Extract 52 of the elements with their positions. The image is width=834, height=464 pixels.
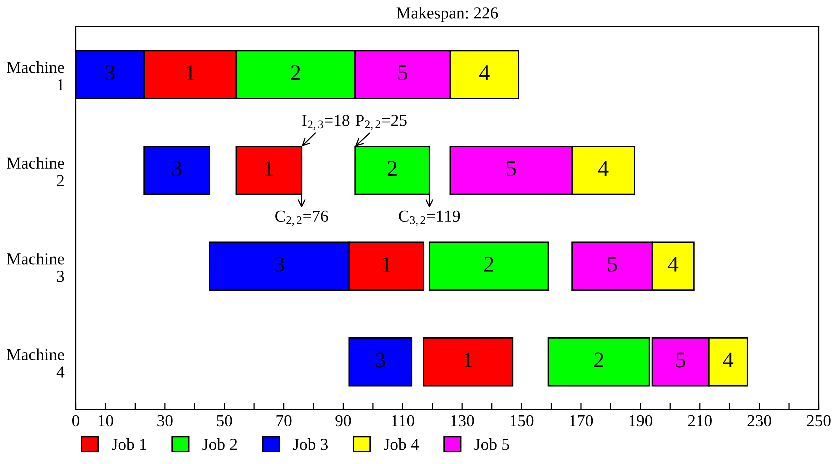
annotation: 1 bbox=[186, 66, 195, 80]
bar bbox=[144, 146, 210, 196]
legend-label: Job 2 bbox=[202, 438, 238, 450]
x-tick-label: 190 bbox=[630, 415, 653, 427]
x-tick-label: 110 bbox=[392, 415, 414, 427]
x-tick-label: 10 bbox=[98, 415, 114, 427]
x-tick-label: 230 bbox=[748, 415, 772, 427]
bar bbox=[348, 337, 413, 387]
chart-title: Makespan: 226 bbox=[396, 7, 498, 22]
x-tick-label: 130 bbox=[451, 415, 474, 427]
x-tick-label: 250 bbox=[807, 415, 831, 427]
annotation: 5 bbox=[398, 66, 408, 80]
annotation: 4 bbox=[480, 66, 490, 80]
y-tick-label: Machine 4 bbox=[7, 348, 65, 378]
legend-label: Job 4 bbox=[384, 438, 420, 450]
x-tick-label: 150 bbox=[510, 415, 534, 427]
annotation: 3 bbox=[172, 161, 182, 176]
annotation: 4 bbox=[723, 352, 734, 368]
annotation: 4 bbox=[668, 257, 679, 272]
annotation: 1 bbox=[266, 161, 274, 176]
annotation: 1 bbox=[382, 257, 391, 272]
annotation: P$_{2,2}$=25 bbox=[356, 115, 407, 130]
annotation: 5 bbox=[676, 352, 686, 368]
legend-label: Job 1 bbox=[112, 438, 146, 450]
annotation: 3 bbox=[106, 66, 115, 80]
y-tick-label: Machine 1 bbox=[7, 62, 64, 91]
bar bbox=[428, 242, 550, 292]
x-tick-label: 0 bbox=[72, 415, 80, 427]
bar bbox=[423, 337, 514, 387]
legend-label: Job 3 bbox=[293, 438, 328, 450]
annotation: C$_{3,2}$=119 bbox=[399, 210, 460, 226]
annotation: 5 bbox=[507, 161, 516, 176]
annotation: I$_{2,3}$=18 bbox=[302, 115, 350, 130]
annotation: 2 bbox=[594, 352, 604, 368]
x-tick-label: 50 bbox=[217, 415, 232, 427]
annotation: C$_{2,2}$=76 bbox=[276, 210, 328, 226]
annotation: 5 bbox=[608, 257, 618, 272]
y-tick-label: Machine 2 bbox=[7, 157, 64, 186]
annotation: 1 bbox=[464, 352, 473, 368]
annotation: 3 bbox=[275, 257, 284, 272]
x-tick-label: 210 bbox=[688, 415, 712, 427]
annotation: 2 bbox=[388, 161, 397, 176]
y-tick-label: Machine 3 bbox=[7, 253, 64, 282]
x-tick-label: 70 bbox=[276, 415, 292, 427]
x-tick-label: 90 bbox=[336, 415, 352, 427]
x-tick-label: 170 bbox=[570, 415, 594, 427]
annotation: 2 bbox=[291, 66, 300, 80]
annotation: 3 bbox=[376, 352, 386, 368]
annotation: 4 bbox=[598, 161, 609, 176]
annotation: 2 bbox=[484, 257, 494, 272]
legend-label: Job 5 bbox=[474, 438, 510, 450]
x-tick-label: 30 bbox=[158, 415, 173, 427]
